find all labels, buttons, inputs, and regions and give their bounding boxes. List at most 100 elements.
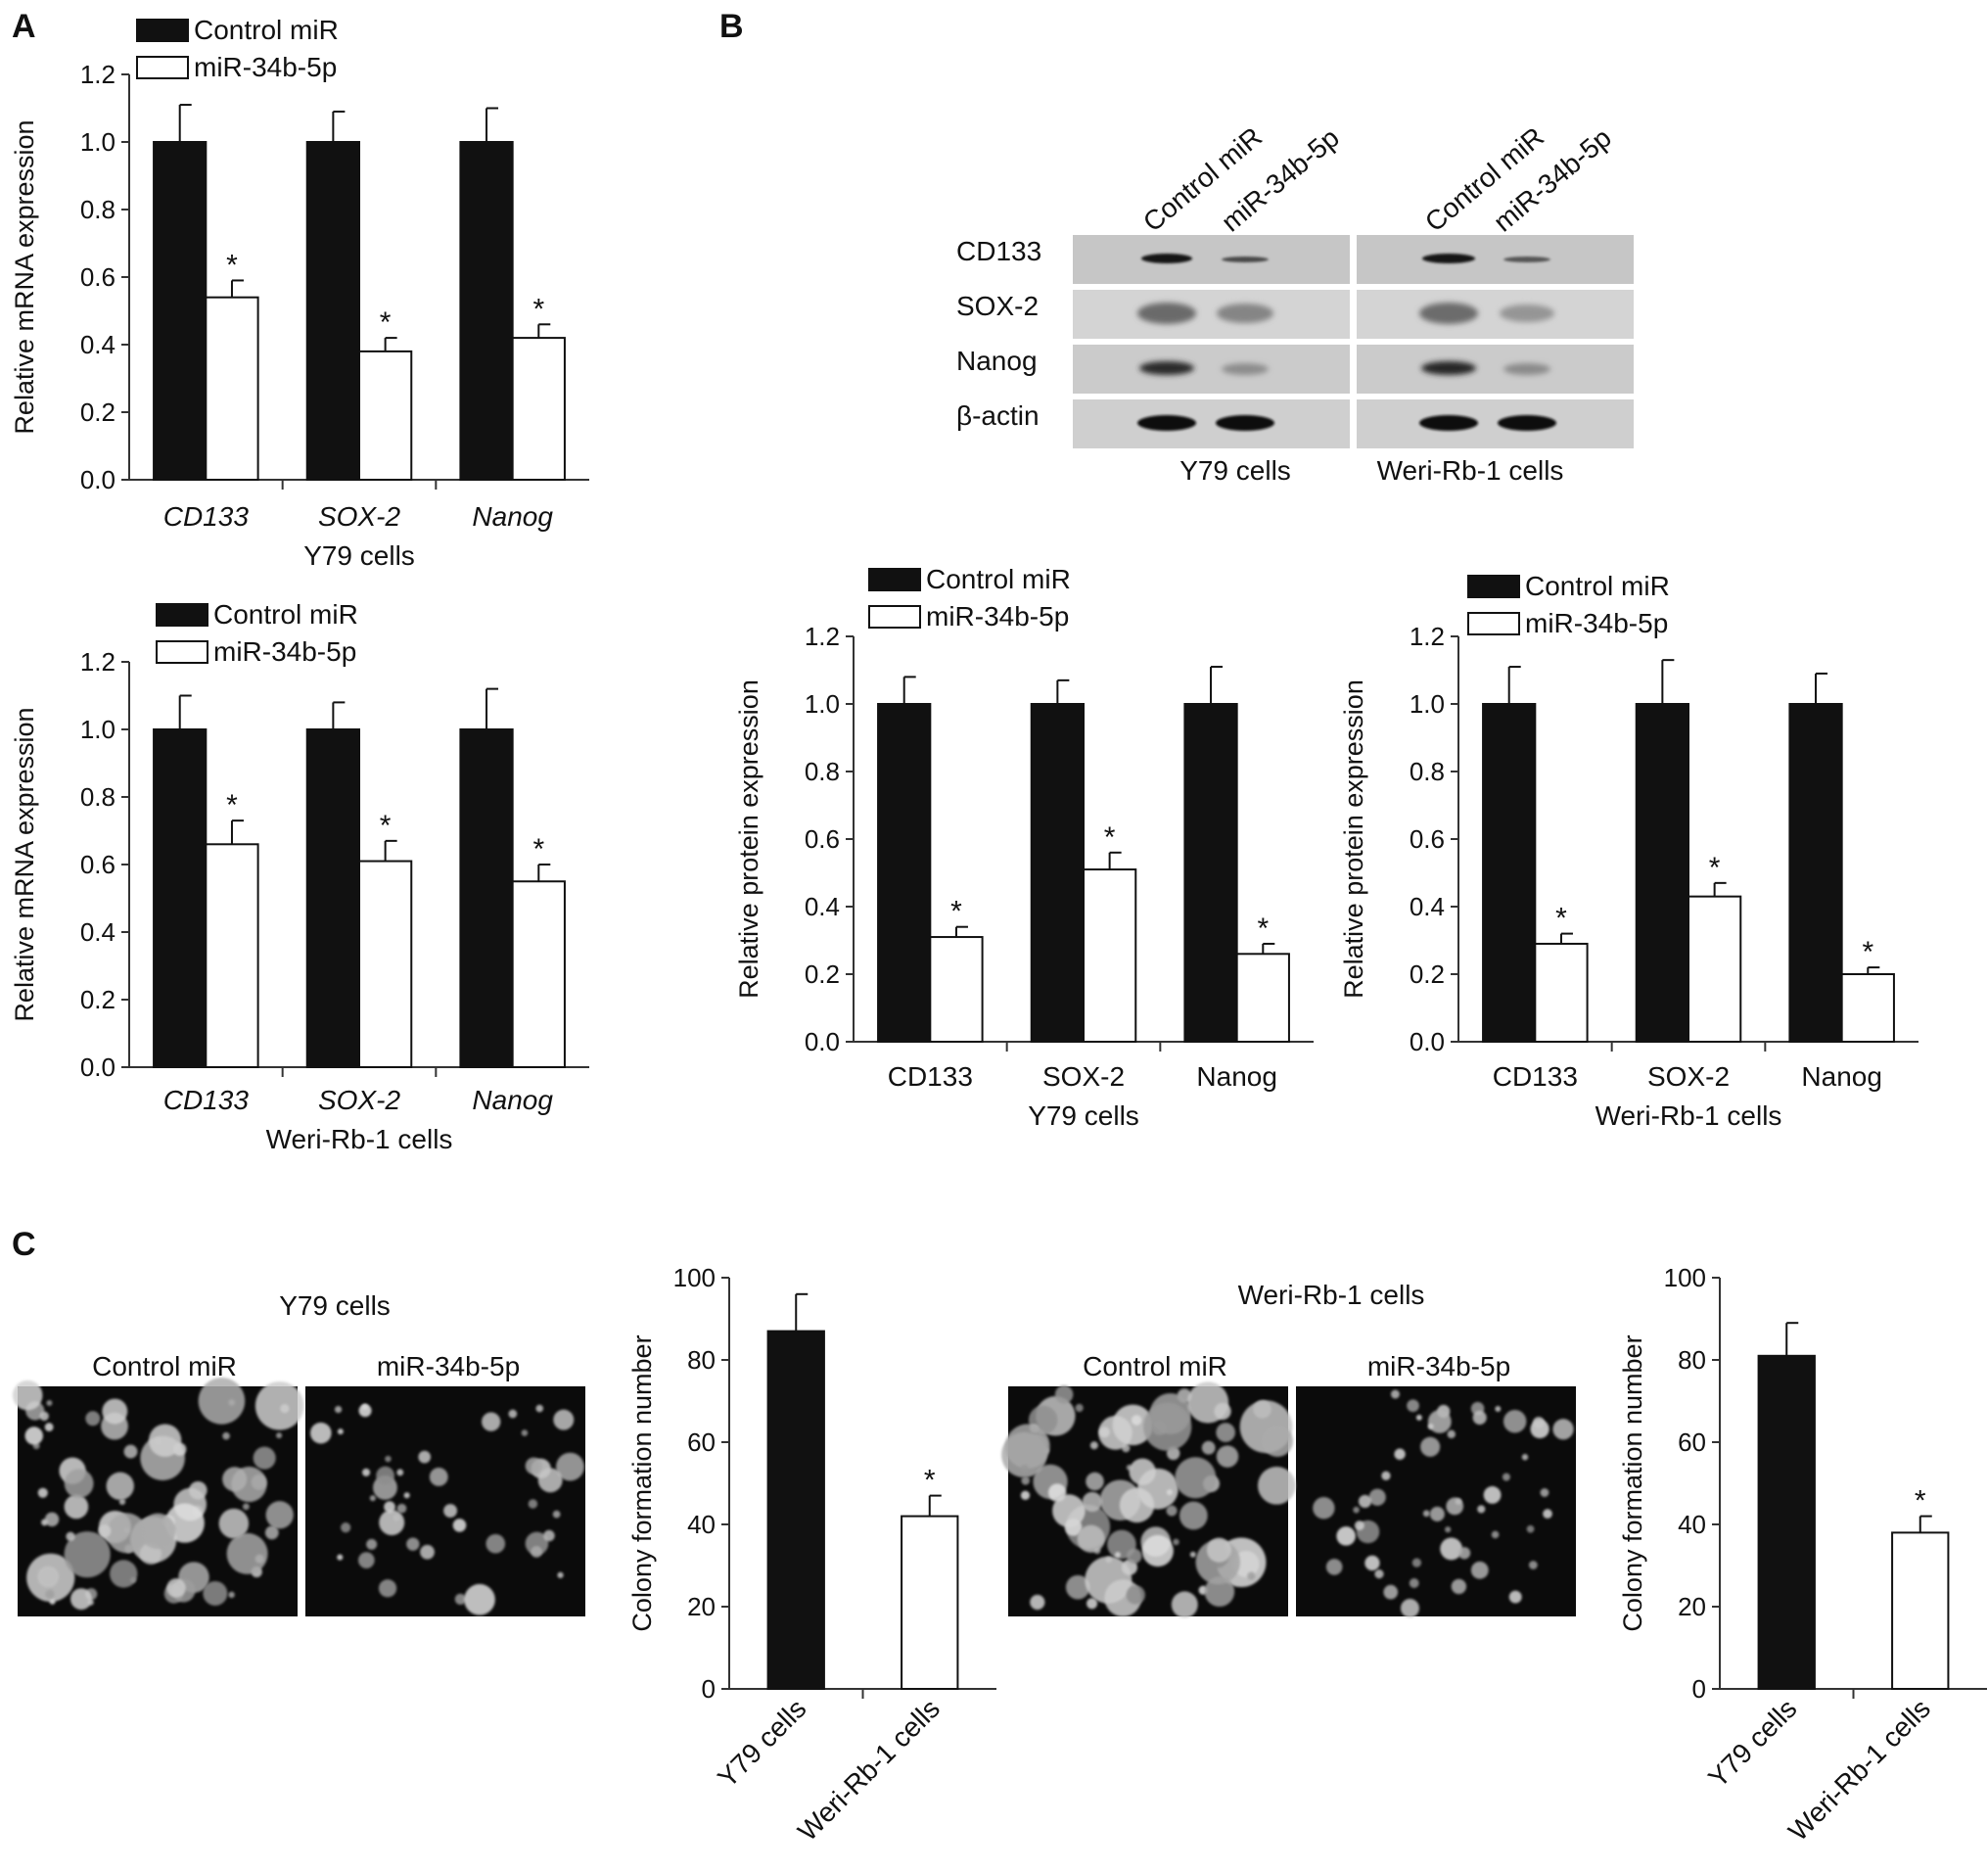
y-tick-label: 0.6 xyxy=(1410,824,1445,854)
colony xyxy=(64,1494,89,1520)
colony xyxy=(1457,1547,1471,1560)
colony xyxy=(1020,1490,1031,1501)
colony xyxy=(521,1429,529,1436)
y-tick-label: 60 xyxy=(1678,1427,1706,1457)
colony xyxy=(525,1457,542,1474)
colony xyxy=(218,1508,250,1539)
legend-label: Control miR xyxy=(926,564,1071,594)
colony xyxy=(1368,1488,1386,1506)
colony xyxy=(1540,1488,1549,1497)
bar-control xyxy=(1788,703,1843,1043)
colony xyxy=(222,1467,248,1492)
significance-star: * xyxy=(380,306,392,339)
colony xyxy=(1065,1574,1090,1600)
colony xyxy=(37,1487,48,1498)
colony xyxy=(106,1472,134,1501)
legend-label: Control miR xyxy=(1525,571,1670,601)
bar-control xyxy=(153,141,208,481)
y-tick-label: 0.2 xyxy=(80,398,116,427)
colony xyxy=(1186,1381,1229,1424)
colony xyxy=(1491,1530,1500,1539)
y-tick-label: 1.2 xyxy=(80,60,116,89)
colony xyxy=(552,1510,561,1519)
significance-star: * xyxy=(924,1465,936,1497)
colony xyxy=(1077,1524,1105,1553)
micrograph-mir-y79 xyxy=(305,1386,585,1616)
colony xyxy=(429,1468,448,1486)
significance-star: * xyxy=(1915,1485,1926,1518)
colony xyxy=(1552,1419,1574,1440)
micrograph-title-weri: Weri-Rb-1 cells xyxy=(1238,1280,1425,1310)
bar-treated xyxy=(511,337,566,481)
colony-bar xyxy=(901,1515,959,1690)
colony xyxy=(464,1583,495,1615)
band-cd133-mir-weri xyxy=(1503,257,1550,262)
colony xyxy=(420,1544,435,1560)
bar-treated xyxy=(1840,973,1895,1043)
x-category-label: SOX-2 xyxy=(318,501,400,532)
y-tick-label: 1.2 xyxy=(80,647,116,677)
colony xyxy=(1374,1568,1384,1579)
colony xyxy=(44,1512,60,1527)
colony xyxy=(1477,1505,1486,1514)
colony xyxy=(64,1469,94,1499)
legend-swatch xyxy=(156,603,208,627)
x-category-label: Weri-Rb-1 cells xyxy=(1782,1693,1936,1847)
colony xyxy=(1216,1423,1235,1442)
y-axis-title: Colony formation number xyxy=(1618,1334,1647,1631)
band-actin-mir-y79 xyxy=(1216,415,1274,431)
colony xyxy=(384,1501,395,1513)
legend-swatch xyxy=(1467,612,1520,635)
colony xyxy=(537,1468,563,1493)
colony xyxy=(1005,1424,1050,1470)
y-axis-title: Relative protein expression xyxy=(1339,679,1368,999)
colony xyxy=(123,1444,138,1459)
colony xyxy=(140,1513,176,1550)
x-category-label: SOX-2 xyxy=(1042,1061,1125,1092)
colony xyxy=(454,1593,466,1605)
colony xyxy=(1021,1475,1031,1485)
colony xyxy=(222,1431,230,1440)
band-nanog-mir-weri xyxy=(1503,363,1550,375)
y-tick-label: 0.8 xyxy=(80,782,116,812)
colony xyxy=(1216,1445,1239,1468)
x-category-label: Y79 cells xyxy=(1702,1693,1802,1793)
colony xyxy=(166,1578,186,1598)
colony xyxy=(396,1503,407,1514)
x-axis-title: Y79 cells xyxy=(1028,1100,1139,1131)
colony xyxy=(1129,1458,1156,1485)
bar-control xyxy=(1030,703,1085,1043)
colony xyxy=(418,1450,432,1464)
colony xyxy=(1440,1537,1463,1561)
colony xyxy=(66,1531,75,1541)
colony xyxy=(337,1554,344,1561)
colony xyxy=(226,1532,268,1574)
x-axis-title: Weri-Rb-1 cells xyxy=(1595,1100,1782,1131)
legend-swatch xyxy=(868,605,921,629)
colony xyxy=(528,1499,538,1509)
y-tick-label: 0 xyxy=(1692,1674,1706,1704)
y-tick-label: 1.2 xyxy=(1410,622,1445,651)
colony xyxy=(102,1398,128,1425)
colony xyxy=(198,1378,246,1425)
colony xyxy=(1358,1494,1372,1509)
colony xyxy=(1445,1526,1452,1533)
panel-letter-a: A xyxy=(12,8,36,45)
bar-control xyxy=(1482,703,1537,1043)
colony xyxy=(366,1538,378,1550)
band-label-cd133: CD133 xyxy=(956,236,1041,266)
bar-treated xyxy=(1235,953,1290,1043)
blot-strip-actin-weri xyxy=(1357,399,1634,448)
chart-b2-protein-weri: 0.0 0.2 0.4 0.6 0.8 1.0 1.2 Relative protein ex… xyxy=(1339,571,1919,1131)
colony xyxy=(1353,1506,1360,1514)
y-tick-label: 0.4 xyxy=(80,330,116,359)
colony xyxy=(1075,1403,1084,1413)
colony xyxy=(49,1598,56,1605)
colony xyxy=(1189,1551,1196,1558)
colony xyxy=(46,1400,53,1407)
colony xyxy=(1508,1590,1522,1604)
x-axis-title: Y79 cells xyxy=(303,540,415,571)
colony xyxy=(1394,1448,1406,1460)
colony xyxy=(39,1411,49,1422)
x-category-label: SOX-2 xyxy=(1647,1061,1730,1092)
